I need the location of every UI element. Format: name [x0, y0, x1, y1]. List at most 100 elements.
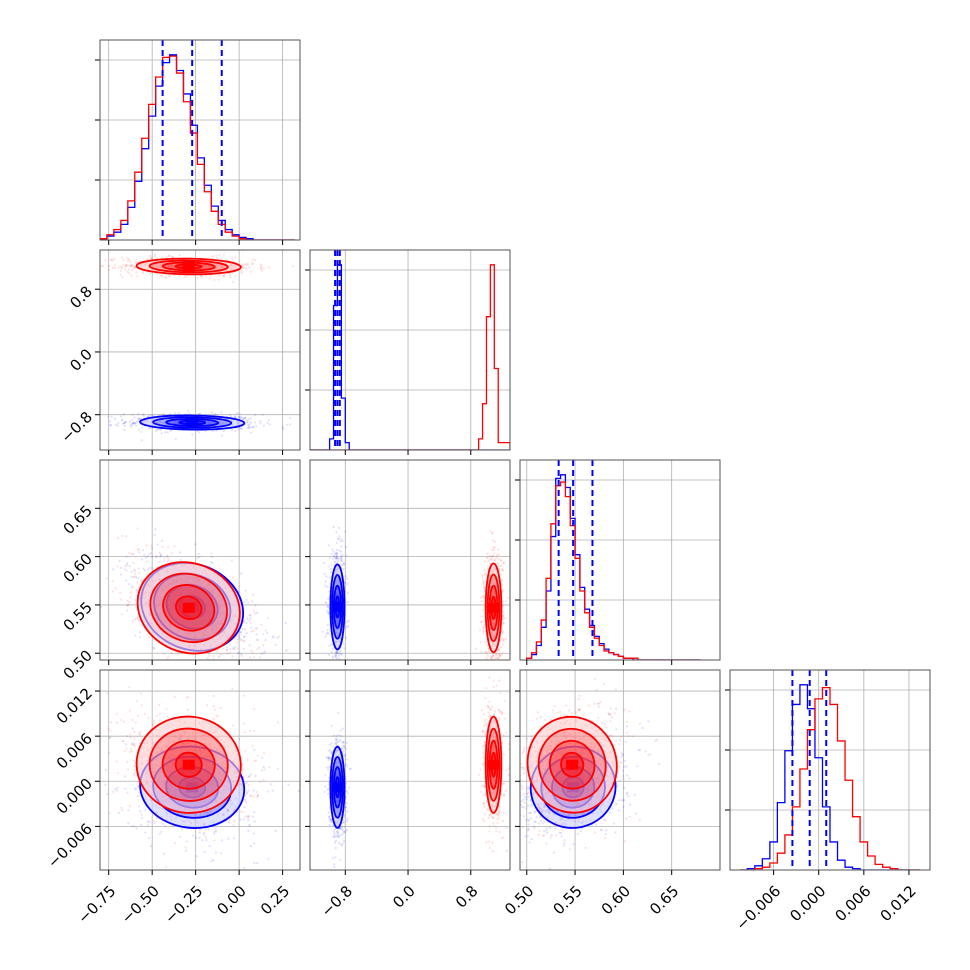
scatter-point — [228, 643, 231, 646]
scatter-point — [210, 555, 213, 559]
scatter-point — [482, 583, 485, 586]
scatter-point — [489, 530, 492, 533]
scatter-point — [198, 836, 201, 840]
scatter-point — [490, 656, 493, 660]
scatter-point — [495, 653, 498, 656]
scatter-point — [499, 639, 502, 642]
scatter-point — [324, 580, 327, 583]
scatter-point — [334, 651, 337, 654]
scatter-point — [179, 558, 182, 561]
scatter-point — [243, 866, 246, 869]
scatter-point — [223, 273, 226, 276]
scatter-point — [142, 567, 145, 570]
scatter-point — [119, 566, 122, 569]
scatter-point — [116, 424, 119, 427]
scatter-point — [134, 598, 137, 602]
scatter-point — [236, 634, 239, 638]
scatter-point — [256, 638, 260, 642]
scatter-point — [136, 548, 139, 551]
scatter-point — [119, 273, 122, 276]
scatter-point — [332, 555, 336, 558]
scatter-point — [328, 644, 331, 647]
scatter-point — [331, 548, 334, 551]
scatter-point — [109, 424, 112, 427]
scatter-point — [497, 704, 499, 706]
scatter-point — [121, 275, 124, 279]
scatter-point — [154, 429, 157, 432]
scatter-point — [336, 556, 339, 559]
scatter-point — [230, 559, 233, 562]
scatter-point — [166, 431, 169, 434]
scatter-point — [235, 641, 239, 644]
scatter-point — [337, 537, 340, 540]
scatter-point — [486, 681, 488, 683]
scatter-point — [251, 258, 254, 262]
scatter-point — [496, 562, 499, 565]
scatter-point — [252, 593, 255, 596]
scatter-point — [491, 654, 494, 657]
scatter-point — [250, 630, 253, 633]
scatter-point — [126, 609, 129, 612]
scatter-point — [502, 614, 505, 618]
scatter-point — [122, 413, 125, 416]
scatter-point — [497, 558, 500, 561]
scatter-point — [335, 653, 338, 656]
scatter-point — [288, 423, 292, 426]
scatter-point — [346, 591, 350, 595]
scatter-point — [132, 824, 136, 828]
scatter-point — [241, 772, 244, 775]
scatter-point — [497, 656, 500, 659]
scatter-point — [188, 815, 191, 818]
scatter-point — [332, 656, 335, 660]
scatter-point — [324, 584, 327, 587]
scatter-point — [340, 559, 344, 563]
scatter-point — [254, 413, 257, 416]
scatter-point — [335, 531, 338, 534]
scatter-point — [339, 555, 343, 558]
scatter-point — [245, 621, 248, 625]
scatter-point — [498, 653, 502, 656]
scatter-point — [123, 568, 126, 571]
scatter-point — [131, 620, 134, 623]
scatter-point — [334, 655, 338, 659]
scatter-point — [326, 605, 329, 609]
scatter-point — [502, 622, 505, 625]
scatter-point — [128, 583, 131, 586]
panel-3-0 — [95, 669, 301, 875]
scatter-point — [172, 255, 175, 258]
scatter-point — [238, 636, 241, 639]
scatter-point — [486, 661, 488, 663]
scatter-point — [165, 277, 168, 280]
scatter-point — [244, 416, 247, 419]
scatter-point — [262, 267, 265, 270]
scatter-point — [249, 616, 252, 620]
scatter-point — [161, 275, 164, 278]
scatter-point — [133, 422, 136, 425]
scatter-point — [173, 695, 176, 698]
scatter-point — [261, 633, 265, 636]
scatter-point — [197, 412, 200, 415]
scatter-point — [335, 554, 339, 557]
scatter-point — [137, 419, 140, 422]
scatter-point — [144, 808, 147, 811]
scatter-point — [225, 646, 229, 649]
scatter-point — [140, 558, 144, 561]
scatter-point — [233, 820, 236, 823]
scatter-point — [212, 655, 215, 658]
scatter-point — [270, 676, 272, 678]
scatter-point — [124, 787, 127, 790]
scatter-point — [153, 255, 157, 258]
scatter-point — [136, 417, 140, 420]
panel-content — [520, 460, 720, 660]
scatter-point — [335, 650, 338, 653]
scatter-point — [247, 418, 250, 421]
scatter-point — [214, 851, 218, 854]
scatter-point — [260, 269, 264, 272]
scatter-point — [131, 418, 134, 422]
scatter-point — [499, 559, 502, 562]
density-peak-red — [487, 602, 500, 613]
scatter-point — [159, 555, 162, 558]
scatter-point — [337, 537, 340, 540]
histogram-step-red — [310, 264, 510, 450]
scatter-point — [219, 668, 221, 670]
